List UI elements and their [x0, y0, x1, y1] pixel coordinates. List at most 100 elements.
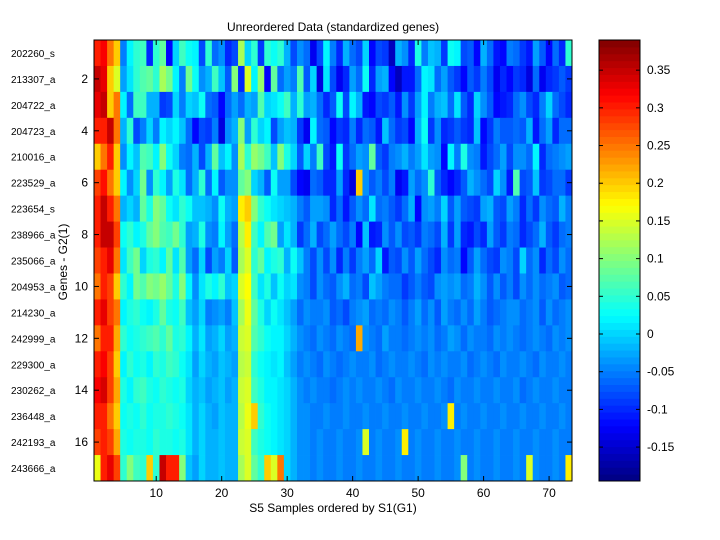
- heatmap-cell: [113, 117, 121, 145]
- heatmap-cell: [146, 195, 154, 222]
- heatmap-cell: [264, 377, 272, 404]
- heatmap-cell: [303, 377, 311, 404]
- heatmap-cell: [408, 169, 416, 197]
- heatmap-cell: [251, 455, 259, 482]
- heatmap-cell: [113, 221, 121, 248]
- heatmap-cell: [139, 377, 147, 404]
- heatmap-cell: [316, 65, 324, 93]
- heatmap-cell: [257, 143, 265, 171]
- heatmap-cell: [539, 429, 547, 456]
- heatmap-cell: [545, 455, 553, 482]
- heatmap-cell: [244, 169, 252, 197]
- heatmap-cell: [179, 195, 187, 222]
- heatmap-cell: [545, 351, 553, 378]
- heatmap-cell: [513, 221, 521, 248]
- heatmap-cell: [211, 117, 219, 145]
- heatmap-cell: [526, 377, 534, 404]
- heatmap-cell: [329, 377, 337, 404]
- y-tick-label: 2: [81, 72, 88, 86]
- heatmap-cell: [454, 247, 462, 274]
- heatmap-cell: [342, 299, 350, 326]
- heatmap-cell: [310, 143, 318, 171]
- heatmap-cell: [179, 169, 187, 197]
- heatmap-cell: [460, 65, 468, 93]
- heatmap-cell: [486, 247, 494, 274]
- colorbar-segment: [599, 294, 640, 303]
- heatmap-cell: [473, 299, 481, 326]
- heatmap-cell: [401, 455, 409, 482]
- heatmap-cell: [290, 169, 298, 197]
- heatmap-cell: [493, 169, 501, 197]
- heatmap-cell: [375, 455, 383, 482]
- heatmap-cell: [532, 351, 540, 378]
- heatmap-cell: [205, 65, 213, 93]
- heatmap-cell: [231, 117, 239, 145]
- heatmap-cell: [499, 143, 507, 171]
- colorbar-segment: [599, 205, 640, 213]
- row-label: 214230_a: [11, 308, 56, 319]
- heatmap-cell: [369, 143, 376, 171]
- colorbar-segment: [599, 288, 640, 296]
- heatmap-cell: [336, 195, 344, 222]
- heatmap-cell: [467, 403, 475, 430]
- heatmap-cell: [244, 455, 252, 482]
- heatmap-cell: [447, 40, 455, 67]
- heatmap-cell: [264, 91, 272, 119]
- heatmap-cell: [395, 455, 403, 482]
- heatmap-cell: [270, 65, 278, 93]
- heatmap-cell: [310, 403, 318, 430]
- heatmap-cell: [94, 195, 101, 222]
- heatmap-cell: [316, 117, 324, 145]
- heatmap-cell: [296, 40, 304, 67]
- heatmap-cell: [519, 429, 527, 456]
- heatmap-cell: [159, 91, 167, 119]
- heatmap-cell: [113, 195, 121, 222]
- row-labels: 202260_s 213307_a 204722_a 204723_a 210016_a…: [11, 49, 56, 475]
- heatmap-cell: [329, 273, 337, 300]
- heatmap-cell: [120, 65, 128, 93]
- heatmap-cell: [349, 455, 357, 482]
- heatmap-cell: [231, 325, 239, 352]
- heatmap-cell: [211, 143, 219, 171]
- heatmap-cell: [506, 247, 514, 274]
- plot-frame: [93, 39, 573, 482]
- heatmap-cell: [218, 247, 226, 274]
- heatmap-cell: [257, 273, 265, 300]
- colorbar-segment: [599, 308, 640, 317]
- heatmap-cell: [408, 351, 416, 378]
- heatmap-cell: [159, 247, 167, 274]
- colorbar-segment: [599, 164, 640, 172]
- heatmap-cell: [526, 299, 534, 326]
- colorbar-segment: [599, 384, 640, 392]
- heatmap-cell: [238, 403, 245, 430]
- heatmap-cell: [493, 351, 501, 378]
- heatmap-cell: [238, 455, 245, 482]
- x-tick-label: 30: [280, 486, 294, 500]
- heatmap-cell: [100, 40, 108, 67]
- heatmap-cell: [375, 351, 383, 378]
- heatmap-cell: [159, 455, 167, 482]
- heatmap-cell: [473, 351, 481, 378]
- heatmap-cell: [152, 429, 160, 456]
- heatmap-cell: [349, 429, 357, 456]
- heatmap-cell: [218, 455, 226, 482]
- heatmap-cell: [277, 351, 285, 378]
- heatmap-cell: [447, 169, 455, 197]
- heatmap-cell: [100, 143, 108, 171]
- heatmap-cell: [231, 40, 239, 67]
- heatmap-cell: [499, 351, 507, 378]
- heatmap-cell: [382, 40, 390, 67]
- heatmap-cell: [493, 273, 501, 300]
- heatmap-cell: [107, 351, 115, 378]
- heatmap-cell: [369, 455, 376, 482]
- heatmap-cell: [264, 325, 272, 352]
- heatmap-cell: [126, 91, 134, 119]
- heatmap-cell: [441, 299, 448, 326]
- heatmap-cell: [565, 40, 573, 67]
- heatmap-cell: [408, 91, 416, 119]
- heatmap-cell: [238, 169, 245, 197]
- heatmap-cell: [303, 40, 311, 67]
- colorbar-segment: [599, 108, 640, 117]
- heatmap-cell: [310, 91, 318, 119]
